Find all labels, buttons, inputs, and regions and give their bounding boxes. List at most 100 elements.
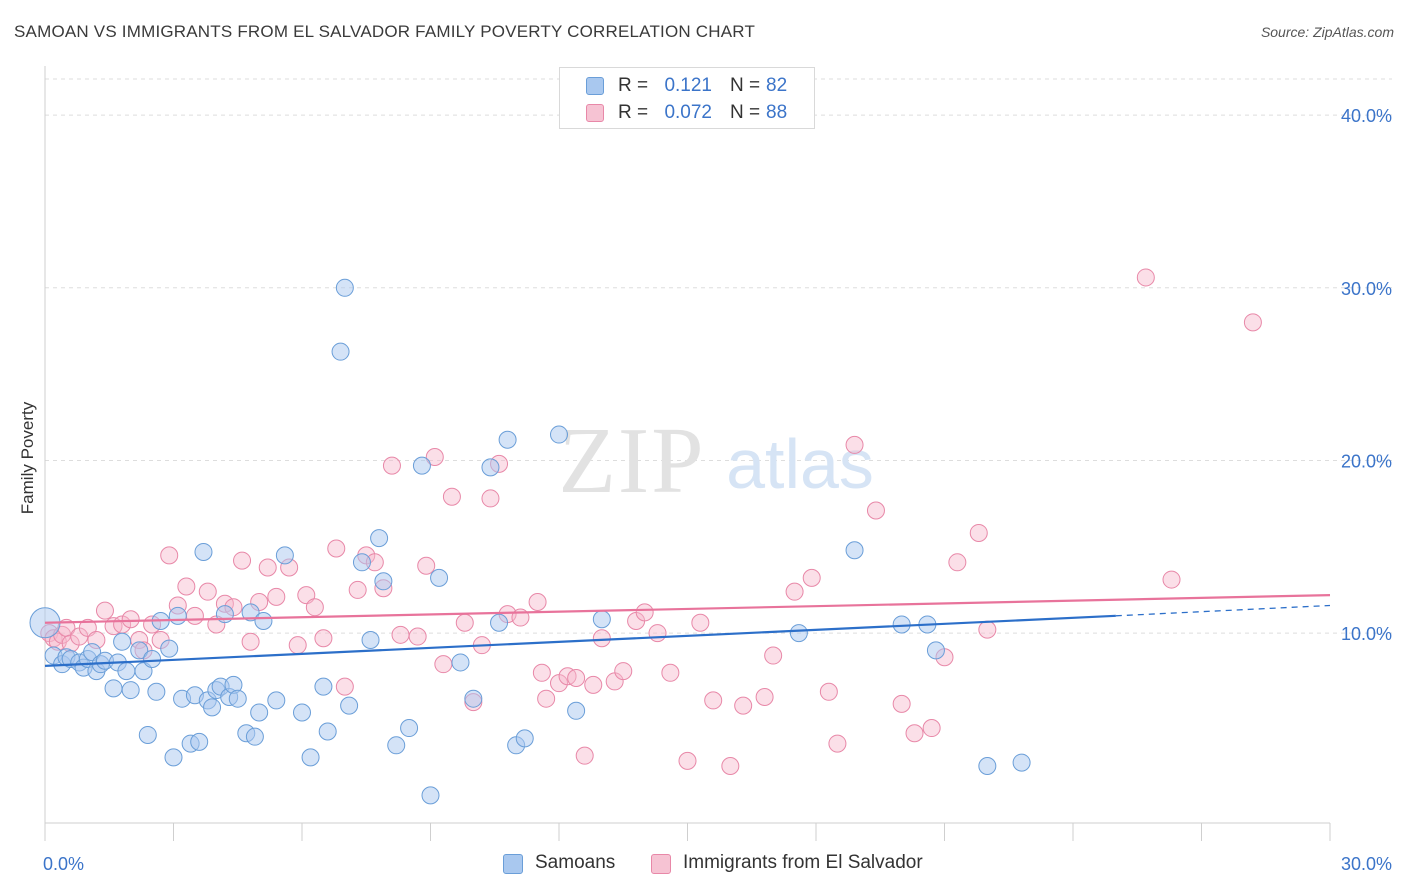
data-point-immigrants (734, 696, 753, 715)
data-point-samoans (113, 632, 132, 651)
data-point-immigrants (305, 598, 324, 617)
data-point-immigrants (592, 629, 611, 648)
trend-line-immigrants (44, 594, 1331, 624)
legend-swatch-pink (651, 854, 671, 874)
data-point-immigrants (391, 625, 410, 644)
data-point-immigrants (408, 627, 427, 646)
data-point-samoans (335, 278, 354, 297)
data-point-samoans (147, 682, 166, 701)
data-point-immigrants (434, 655, 453, 674)
data-point-samoans (387, 736, 406, 755)
data-point-samoans (331, 342, 350, 361)
data-point-samoans (143, 649, 162, 668)
data-point-immigrants (417, 556, 436, 575)
data-point-immigrants (455, 613, 474, 632)
data-point-samoans (190, 732, 209, 751)
data-point-samoans (352, 553, 371, 572)
data-point-samoans (550, 425, 568, 444)
watermark: ZIP atlas (559, 409, 874, 513)
data-point-samoans (318, 722, 337, 741)
trend-lines (44, 594, 1331, 667)
legend-r-value: 0.072 (664, 102, 712, 123)
y-tick-label: 30.0% (1341, 279, 1392, 299)
trend-line-samoans-extension (1115, 604, 1331, 617)
x-tick-label: 0.0% (43, 854, 84, 874)
source-note: Source: ZipAtlas.com (1260, 24, 1394, 40)
data-point-immigrants (704, 691, 723, 710)
data-point-samoans (464, 689, 483, 708)
data-point-immigrants (288, 636, 307, 655)
data-point-immigrants (335, 677, 354, 696)
data-point-immigrants (922, 719, 941, 738)
data-point-samoans (1012, 753, 1031, 772)
data-point-samoans (370, 529, 389, 548)
data-point-immigrants (1243, 313, 1262, 332)
data-point-samoans (978, 757, 997, 776)
watermark-zip: ZIP (559, 409, 706, 513)
data-point-immigrants (425, 447, 444, 466)
data-point-samoans (515, 729, 534, 748)
data-point-samoans (203, 698, 222, 717)
legend-n-label: N = (730, 102, 761, 123)
data-point-immigrants (828, 734, 847, 753)
legend-n-value: 88 (766, 102, 788, 123)
data-point-immigrants (95, 601, 114, 620)
data-point-samoans (121, 681, 140, 700)
data-point-immigrants (258, 558, 277, 577)
data-point-samoans (926, 641, 945, 660)
data-point-samoans (314, 677, 333, 696)
data-point-immigrants (160, 546, 179, 565)
legend-r-label: R = (618, 102, 649, 123)
data-point-samoans (430, 568, 449, 587)
data-point-immigrants (575, 746, 594, 765)
data-point-samoans (117, 662, 136, 681)
data-point-immigrants (185, 606, 204, 625)
legend-n-label: N = (730, 75, 761, 96)
data-point-samoans (160, 639, 179, 658)
data-point-immigrants (969, 523, 988, 542)
data-point-immigrants (648, 624, 667, 643)
trend-line-samoans (44, 614, 1116, 667)
data-point-immigrants (314, 629, 333, 648)
data-point-samoans (250, 703, 269, 722)
data-point-samoans (412, 456, 431, 475)
grid-lines (45, 78, 1392, 634)
data-point-immigrants (802, 568, 821, 587)
data-point-samoans (490, 613, 509, 632)
legend-swatch-blue (586, 77, 604, 95)
data-point-samoans (228, 689, 247, 708)
data-point-immigrants (233, 551, 252, 570)
data-point-immigrants (567, 668, 586, 687)
data-point-immigrants (241, 632, 260, 651)
data-point-immigrants (764, 646, 783, 665)
data-point-immigrants (661, 663, 680, 682)
data-point-samoans (892, 615, 911, 634)
data-point-immigrants (614, 662, 633, 681)
data-point-immigrants (584, 675, 603, 694)
data-point-immigrants (819, 682, 838, 701)
correlation-legend: R = 0.121 N = 82 R = 0.072 N = 88 (559, 67, 815, 129)
data-point-immigrants (177, 577, 196, 596)
data-point-samoans (374, 572, 393, 591)
data-point-immigrants (121, 610, 140, 629)
chart-title: SAMOAN VS IMMIGRANTS FROM EL SALVADOR FA… (14, 22, 756, 41)
data-point-samoans (301, 748, 320, 767)
y-tick-label: 20.0% (1341, 451, 1392, 471)
series-samoans-points (29, 278, 1031, 805)
data-point-immigrants (978, 620, 997, 639)
legend-r-value: 0.121 (664, 75, 712, 96)
data-point-samoans (789, 624, 808, 643)
data-point-samoans (400, 719, 419, 738)
data-point-samoans (275, 546, 294, 565)
axes (44, 66, 1331, 841)
data-point-immigrants (442, 487, 461, 506)
data-point-immigrants (785, 582, 804, 601)
y-tick-label: 40.0% (1341, 106, 1392, 126)
data-point-immigrants (532, 663, 551, 682)
y-axis-label: Family Poverty (18, 401, 37, 515)
tick-labels: 10.0% 20.0% 30.0% 40.0% 0.0% 30.0% (43, 106, 1392, 874)
series-legend: Samoans Immigrants from El Salvador (0, 852, 1406, 878)
data-point-immigrants (1162, 570, 1181, 589)
data-point-samoans (194, 542, 213, 561)
